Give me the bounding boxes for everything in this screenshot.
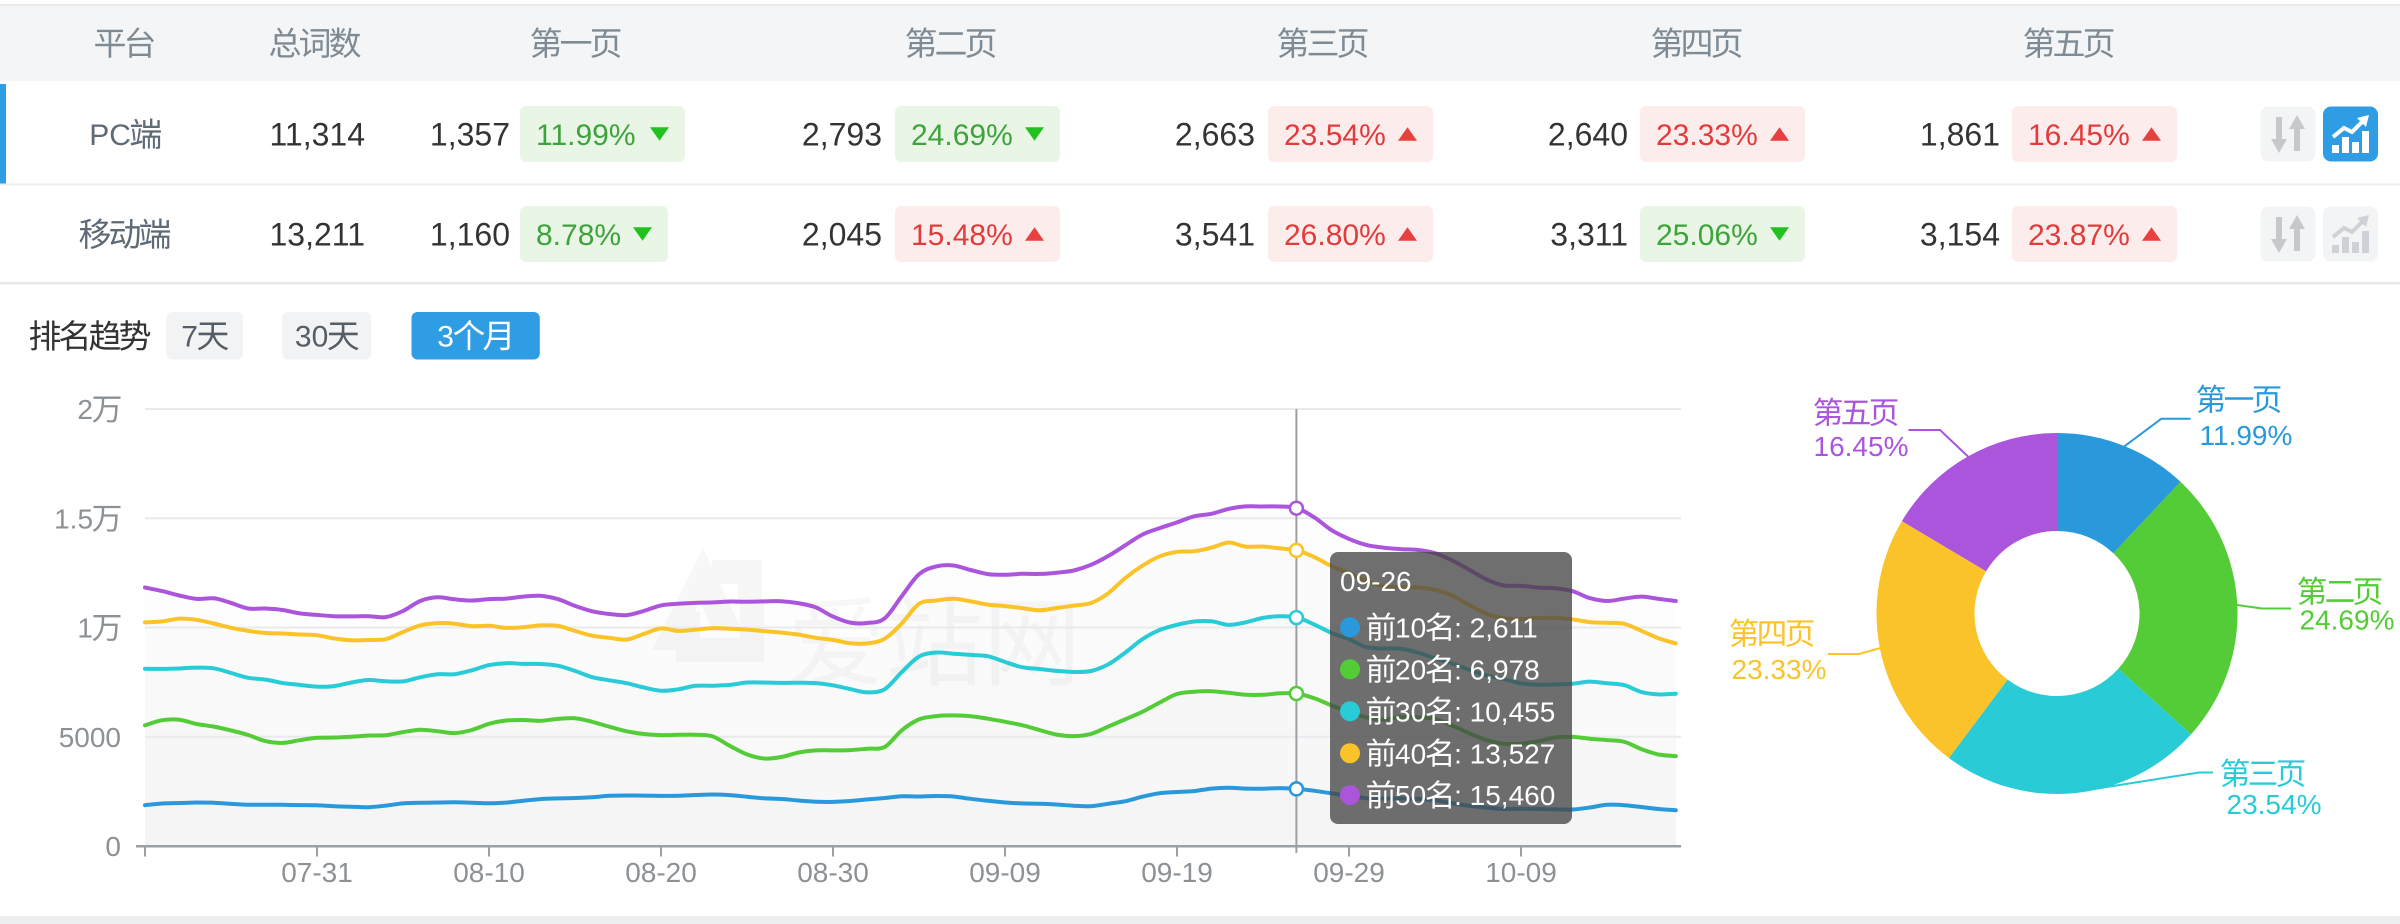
svg-text:3,311: 3,311: [1550, 217, 1628, 253]
svg-text:: 15,460: : 15,460: [1454, 780, 1555, 811]
svg-text:1,861: 1,861: [1920, 117, 2000, 153]
svg-text:3,154: 3,154: [1920, 217, 2000, 253]
svg-text:2,045: 2,045: [802, 217, 882, 253]
svg-text:: 6,978: : 6,978: [1454, 654, 1540, 685]
svg-text:15.48%: 15.48%: [911, 219, 1013, 252]
svg-text:08-10: 08-10: [453, 857, 525, 888]
svg-text:13,211: 13,211: [270, 217, 366, 253]
svg-text:8.78%: 8.78%: [536, 219, 621, 252]
svg-text:3: 3: [437, 321, 454, 354]
svg-text:23.54%: 23.54%: [2227, 789, 2322, 820]
svg-text:5000: 5000: [59, 722, 121, 753]
svg-text:16.45%: 16.45%: [1814, 431, 1909, 462]
svg-text:23.33%: 23.33%: [1732, 654, 1827, 685]
svg-text:2: 2: [77, 394, 93, 425]
svg-text:PC: PC: [89, 119, 131, 152]
svg-text:09-29: 09-29: [1313, 857, 1385, 888]
svg-text:2,793: 2,793: [802, 117, 882, 153]
svg-text:: 13,527: : 13,527: [1454, 738, 1555, 769]
svg-text:7: 7: [181, 321, 198, 354]
svg-text:09-26: 09-26: [1340, 566, 1412, 597]
svg-text:20: 20: [1395, 654, 1426, 685]
svg-text:10-09: 10-09: [1485, 857, 1557, 888]
svg-text:10: 10: [1395, 612, 1426, 643]
svg-text:16.45%: 16.45%: [2028, 119, 2130, 152]
svg-text:24.69%: 24.69%: [911, 119, 1013, 152]
svg-text:25.06%: 25.06%: [1656, 219, 1758, 252]
svg-text:2,663: 2,663: [1175, 117, 1255, 153]
svg-text:50: 50: [1395, 780, 1426, 811]
svg-text:0: 0: [105, 831, 121, 862]
svg-text:24.69%: 24.69%: [2300, 605, 2395, 636]
svg-text:30: 30: [295, 321, 328, 354]
svg-text:07-31: 07-31: [281, 857, 353, 888]
svg-text:3,541: 3,541: [1175, 217, 1255, 253]
svg-text:2,640: 2,640: [1548, 117, 1628, 153]
svg-text:09-09: 09-09: [969, 857, 1041, 888]
svg-text:: 2,611: : 2,611: [1454, 612, 1538, 643]
svg-text:: 10,455: : 10,455: [1454, 696, 1555, 727]
svg-text:08-30: 08-30: [797, 857, 869, 888]
svg-text:11.99%: 11.99%: [2200, 420, 2293, 451]
svg-text:1,357: 1,357: [430, 117, 510, 153]
svg-text:08-20: 08-20: [625, 857, 697, 888]
svg-text:23.33%: 23.33%: [1656, 119, 1758, 152]
svg-text:11,314: 11,314: [270, 117, 366, 153]
svg-text:1.5: 1.5: [54, 503, 93, 534]
svg-text:1: 1: [77, 613, 93, 644]
svg-text:23.87%: 23.87%: [2028, 219, 2130, 252]
svg-text:40: 40: [1395, 738, 1426, 769]
svg-text:23.54%: 23.54%: [1284, 119, 1386, 152]
svg-text:09-19: 09-19: [1141, 857, 1213, 888]
svg-text:26.80%: 26.80%: [1284, 219, 1386, 252]
svg-text:30: 30: [1395, 696, 1426, 727]
svg-text:11.99%: 11.99%: [536, 119, 636, 152]
svg-text:1,160: 1,160: [430, 217, 510, 253]
